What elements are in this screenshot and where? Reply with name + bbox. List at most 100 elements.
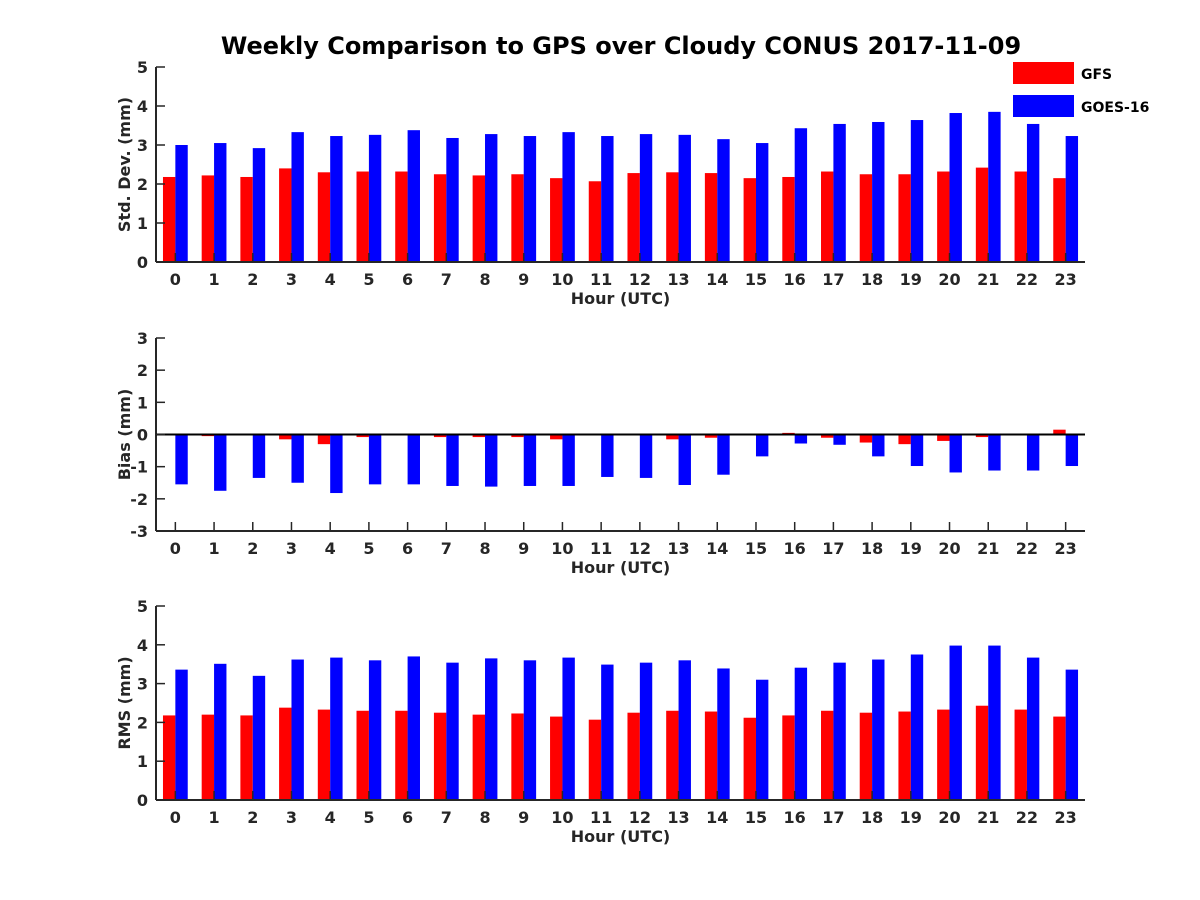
bar-gfs-hour-16	[782, 176, 795, 262]
bar-gfs-hour-7	[433, 712, 447, 800]
x-tick-label: 16	[784, 808, 806, 827]
x-tick-label: 9	[518, 270, 529, 289]
bar-goes16-hour-20	[949, 645, 962, 800]
bar-goes16-hour-7	[446, 137, 459, 262]
bar-goes16-hour-23	[1065, 669, 1079, 800]
x-tick-label: 5	[363, 808, 374, 827]
bar-gfs-hour-10	[550, 178, 563, 262]
x-axis-label: Hour (UTC)	[571, 558, 671, 577]
bar-gfs-hour-3	[279, 168, 292, 262]
x-tick-label: 8	[479, 808, 490, 827]
bar-goes16-hour-17	[833, 123, 846, 262]
x-tick-label: 21	[977, 539, 999, 558]
x-tick-label: 3	[286, 539, 297, 558]
bar-goes16-hour-14	[717, 139, 730, 262]
x-tick-label: 19	[900, 808, 922, 827]
y-tick-label: 1	[137, 393, 148, 412]
bar-gfs-hour-5	[356, 171, 369, 262]
bar-goes16-hour-18	[872, 121, 885, 263]
y-tick-label: -1	[130, 458, 148, 477]
bar-goes16-hour-10	[562, 132, 575, 262]
bar-gfs-hour-0	[162, 176, 176, 262]
y-tick-label: 3	[137, 329, 148, 348]
bar-gfs-hour-6	[395, 171, 408, 262]
bar-gfs-hour-15	[743, 717, 756, 800]
bar-goes16-hour-19	[910, 434, 924, 467]
x-tick-label: 14	[706, 539, 728, 558]
bar-gfs-hour-7	[433, 174, 447, 262]
x-tick-label: 17	[822, 539, 844, 558]
bar-gfs-hour-19	[898, 174, 911, 262]
bar-gfs-hour-1	[201, 175, 215, 262]
y-tick-label: 0	[137, 253, 148, 272]
x-tick-label: 13	[667, 539, 689, 558]
x-tick-label: 12	[629, 270, 651, 289]
x-tick-label: 22	[1016, 270, 1038, 289]
bar-goes16-hour-15	[755, 679, 769, 800]
bar-goes16-hour-21	[988, 434, 1001, 471]
bar-goes16-hour-3	[291, 659, 304, 800]
bar-gfs-hour-17	[821, 710, 834, 800]
x-tick-label: 13	[667, 270, 689, 289]
bar-gfs-hour-15	[743, 178, 756, 262]
bar-gfs-hour-0	[162, 715, 176, 800]
bar-gfs-hour-21	[975, 705, 989, 800]
legend-swatch-gfs	[1013, 62, 1074, 84]
bar-goes16-hour-16	[794, 128, 808, 262]
bar-gfs-hour-11	[588, 719, 602, 800]
bar-goes16-hour-19	[910, 120, 924, 262]
x-tick-label: 13	[667, 808, 689, 827]
bar-gfs-hour-3	[279, 434, 292, 440]
x-tick-label: 17	[822, 808, 844, 827]
x-tick-label: 10	[551, 539, 573, 558]
x-tick-label: 15	[745, 808, 767, 827]
bar-goes16-hour-2	[252, 675, 266, 800]
legend-swatch-goes16	[1013, 95, 1074, 117]
y-tick-label: 2	[137, 361, 148, 380]
bar-goes16-hour-9	[523, 434, 537, 486]
bar-goes16-hour-15	[755, 143, 769, 262]
x-tick-label: 4	[325, 270, 336, 289]
bar-gfs-hour-8	[472, 175, 486, 262]
y-tick-label: 2	[137, 175, 148, 194]
bar-gfs-hour-6	[395, 710, 408, 800]
bar-goes16-hour-18	[872, 659, 885, 800]
bar-goes16-hour-1	[214, 143, 227, 262]
bar-goes16-hour-17	[833, 434, 846, 445]
bar-goes16-hour-12	[639, 434, 653, 478]
y-tick-label: -2	[130, 490, 148, 509]
x-tick-label: 2	[247, 270, 258, 289]
bar-gfs-hour-10	[550, 434, 563, 440]
bar-gfs-hour-14	[704, 711, 718, 800]
bar-gfs-hour-22	[1014, 709, 1027, 800]
bar-goes16-hour-4	[330, 434, 343, 494]
x-tick-label: 11	[590, 808, 612, 827]
bar-goes16-hour-1	[214, 663, 227, 800]
bar-goes16-hour-15	[755, 434, 769, 457]
x-tick-label: 1	[208, 808, 219, 827]
bar-goes16-hour-14	[717, 668, 730, 800]
bar-goes16-hour-5	[368, 134, 382, 262]
bar-gfs-hour-16	[782, 715, 795, 800]
bar-goes16-hour-12	[639, 662, 653, 800]
bar-gfs-hour-4	[317, 172, 331, 262]
y-tick-label: 1	[137, 214, 148, 233]
x-tick-label: 19	[900, 270, 922, 289]
x-tick-label: 21	[977, 270, 999, 289]
bar-gfs-hour-4	[317, 434, 331, 445]
x-tick-label: 5	[363, 539, 374, 558]
y-axis-label: Std. Dev. (mm)	[115, 97, 134, 232]
bar-goes16-hour-4	[330, 136, 343, 262]
x-tick-label: 12	[629, 808, 651, 827]
x-tick-label: 18	[861, 808, 883, 827]
bar-gfs-hour-13	[666, 434, 679, 440]
bar-goes16-hour-5	[368, 660, 382, 800]
x-tick-label: 14	[706, 270, 728, 289]
x-tick-label: 20	[938, 808, 960, 827]
bar-goes16-hour-7	[446, 434, 459, 486]
bar-goes16-hour-14	[717, 434, 730, 475]
bar-goes16-hour-3	[291, 434, 304, 483]
y-tick-label: 5	[137, 58, 148, 77]
bar-gfs-hour-5	[356, 434, 369, 438]
